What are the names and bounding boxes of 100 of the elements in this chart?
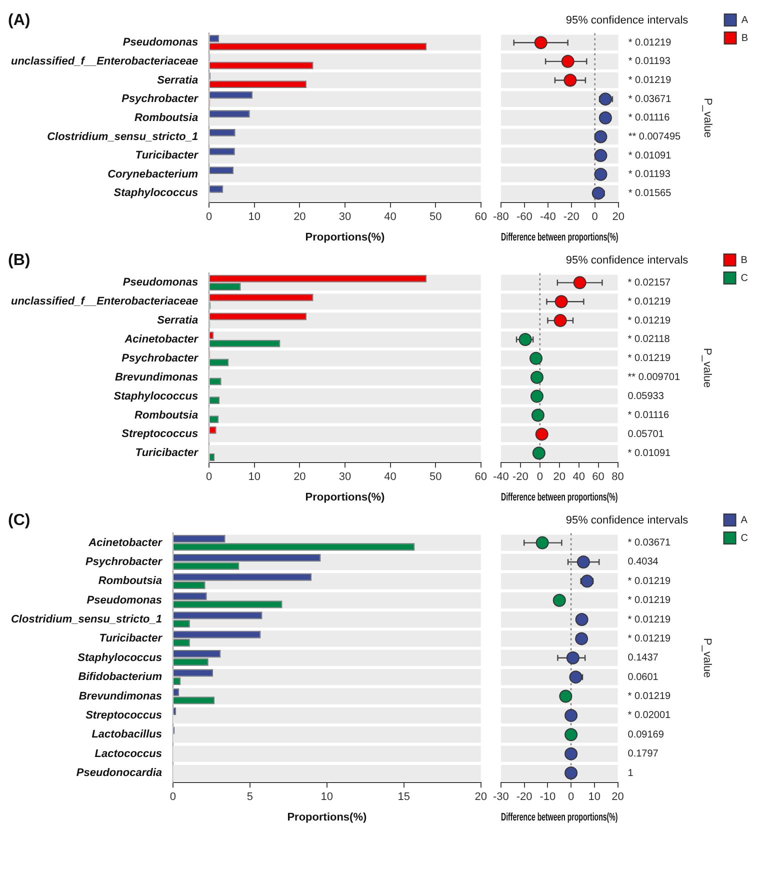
y-tick-label: Turicibacter [135,447,199,460]
x-axis-title: Difference between proportions(%) [501,230,618,243]
y2-tick-label: * 0.02118 [628,334,670,346]
point [594,149,608,162]
point [530,352,542,365]
y2-tick-label: * 0.01219 [628,595,672,606]
y2-tick-label: ** 0.009701 [628,372,680,384]
point [573,276,586,290]
y-tick-label: Turicibacter [99,632,163,645]
y2-tick-label: * 0.01219 [628,576,672,587]
legend-label: B [740,254,748,266]
x-tick-label: 30 [338,471,352,484]
y2-tick-label: * 0.01091 [628,150,672,162]
chart-title: 95% confidence intervals [566,254,689,267]
point [554,295,568,308]
y2-tick-label: * 0.01219 [628,315,672,326]
y2-tick-label: 0.4034 [628,556,659,568]
point [531,408,544,422]
y2-tick-label: * 0.01219 [628,353,672,364]
point [564,728,578,742]
y2-axis-title: P_value [702,98,714,138]
point [536,536,549,550]
x-tick-label: 20 [612,791,624,804]
point [580,574,594,588]
y-tick-label: Staphylococcus [114,187,198,200]
x-axis-title: Proportions(%) [305,491,386,504]
legend-label: B [741,32,748,44]
x-tick-label: 40 [384,211,396,224]
y2-tick-label: * 0.01219 [628,37,672,48]
point [598,111,612,124]
x-tick-label: 20 [294,471,306,484]
y2-tick-label: * 0.03671 [628,94,672,105]
y2-tick-label: * 0.01193 [628,169,671,180]
y-tick-label: Lactococcus [94,748,162,760]
y2-tick-label: * 0.02001 [628,710,672,722]
y-tick-label: Pseudomonas [122,36,198,49]
y2-tick-label: 0.1437 [628,652,659,664]
y2-tick-label: * 0.01219 [628,296,672,308]
x-tick-label: 10 [588,791,601,804]
x-tick-label: -40 [492,471,509,484]
chart-title: 95% confidence intervals [566,514,689,527]
chart-title: 95% confidence intervals [566,14,689,27]
x-tick-label: -30 [492,791,509,804]
point [569,670,582,684]
y2-tick-label: * 0.01219 [628,614,672,626]
y-tick-label: Brevundimonas [78,690,162,702]
point [575,613,588,626]
point [576,555,590,568]
x-tick-label: 10 [248,471,261,484]
point [592,186,605,200]
y-tick-label: Staphylococcus [78,652,162,664]
point [535,428,548,441]
y2-tick-label: 0.09169 [628,729,664,740]
point [564,766,578,780]
x-tick-label: 40 [572,471,585,484]
point [564,708,578,722]
y-tick-label: Streptococcus [86,709,162,722]
y2-tick-label: * 0.01219 [628,691,672,702]
point [566,651,580,664]
x-axis-title: Difference between proportions(%) [501,490,618,503]
point [564,747,578,760]
x-tick-label: 30 [338,211,352,224]
y-tick-label: Turicibacter [135,150,199,162]
x-axis-title: Proportions(%) [287,811,367,824]
x-tick-label: 0 [206,471,212,484]
x-tick-label: 5 [246,791,254,804]
x-tick-label: -20 [563,211,580,224]
y2-tick-label: * 0.01091 [628,448,672,459]
y-tick-label: Corynebacterium [108,168,198,180]
point [530,370,544,384]
y-tick-label: Pseudomonas [122,276,198,289]
point [530,390,544,403]
x-tick-label: 40 [384,471,396,484]
y-tick-label: Serratia [157,74,198,86]
y-tick-label: Bifidobacterium [78,671,162,684]
y-tick-label: Romboutsia [98,575,162,588]
text: (A) [8,12,30,30]
y2-tick-label: 0.05933 [628,391,664,402]
point [552,594,566,607]
y-tick-label: Psychrobacter [122,352,199,364]
point [594,168,608,181]
x-axis-title: Difference between proportions(%) [501,810,618,823]
x-tick-label: 10 [320,791,334,804]
x-tick-label: -60 [516,211,532,224]
y2-tick-label: ** 0.007495 [628,131,682,142]
x-tick-label: 80 [612,471,624,484]
y-tick-label: Pseudomonas [86,594,162,606]
x-tick-label: 60 [474,211,488,224]
y-tick-label: Serratia [157,314,198,327]
y-tick-label: Staphylococcus [114,390,198,402]
legend-label: A [740,514,748,526]
y-tick-label: Acinetobacter [124,334,199,346]
x-tick-label: 50 [429,211,442,224]
x-tick-label: 20 [612,211,624,224]
x-tick-label: -20 [512,471,528,484]
x-tick-label: -40 [540,211,556,224]
y2-axis-title: P_value [701,638,714,678]
y-tick-label: Streptococcus [122,428,198,440]
y2-tick-label: * 0.01219 [628,75,672,86]
point [559,690,572,703]
